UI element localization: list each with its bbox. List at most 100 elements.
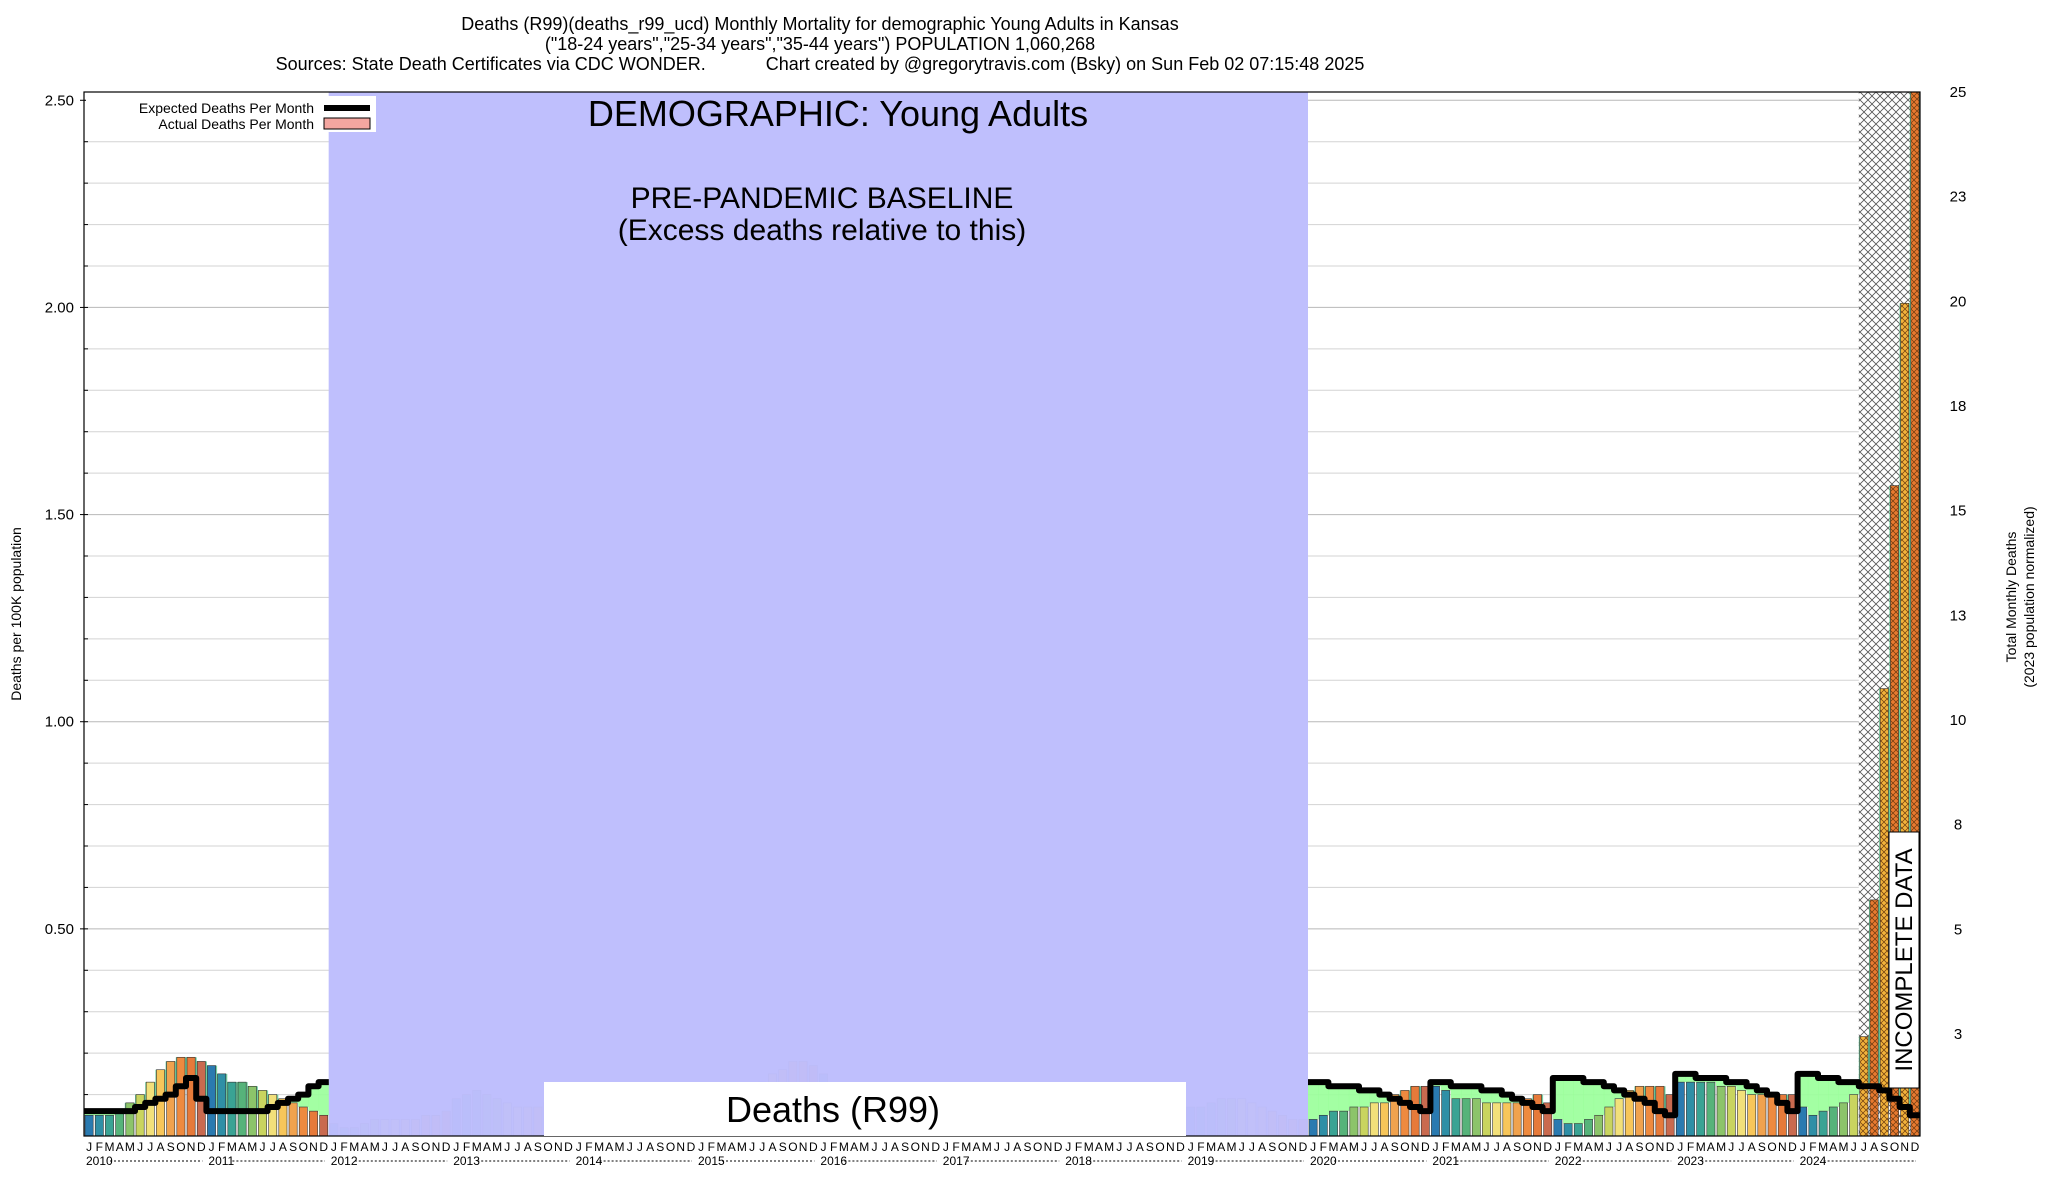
month-tick-label: A xyxy=(1380,1140,1388,1154)
month-tick-label: O xyxy=(1523,1140,1532,1154)
month-tick-label: D xyxy=(1666,1140,1675,1154)
month-tick-label: J xyxy=(1310,1140,1316,1154)
bar xyxy=(84,1114,94,1137)
month-tick-label: A xyxy=(1217,1140,1225,1154)
month-tick-label: J xyxy=(260,1140,266,1154)
month-tick-label: D xyxy=(1054,1140,1063,1154)
month-tick-label: N xyxy=(921,1140,930,1154)
bar xyxy=(298,1106,308,1137)
bar xyxy=(1380,1102,1389,1137)
month-tick-label: D xyxy=(1788,1140,1797,1154)
month-tick-label: M xyxy=(1084,1140,1094,1154)
month-tick-label: J xyxy=(1800,1140,1806,1154)
month-tick-label: A xyxy=(116,1140,124,1154)
month-tick-label: M xyxy=(1329,1140,1339,1154)
month-tick-label: F xyxy=(1687,1140,1694,1154)
bar xyxy=(1502,1102,1512,1137)
year-tick-label: 2013 xyxy=(453,1154,480,1168)
right-axis-subtitle: (2023 population normalized) xyxy=(2021,506,2037,687)
month-tick-label: A xyxy=(1013,1140,1021,1154)
month-tick-label: J xyxy=(453,1140,459,1154)
month-tick-label: M xyxy=(982,1140,992,1154)
right-tick-label: 8 xyxy=(1954,817,1962,834)
month-tick-label: A xyxy=(1707,1140,1715,1154)
month-tick-label: O xyxy=(543,1140,552,1154)
excess-area xyxy=(298,1094,309,1107)
cause-label-box: Deaths (R99) xyxy=(544,1082,1186,1136)
month-tick-label: M xyxy=(472,1140,482,1154)
month-tick-label: A xyxy=(156,1140,164,1154)
month-tick-label: O xyxy=(1278,1140,1287,1154)
month-tick-label: S xyxy=(1268,1140,1276,1154)
right-tick-label: 10 xyxy=(1950,712,1967,729)
month-tick-label: J xyxy=(1371,1140,1377,1154)
bar xyxy=(1604,1106,1614,1137)
bar xyxy=(135,1094,145,1137)
month-tick-label: J xyxy=(994,1140,1000,1154)
month-tick-label: O xyxy=(299,1140,308,1154)
bar xyxy=(1584,1119,1593,1137)
month-tick-label: J xyxy=(627,1140,633,1154)
right-axis-title: Total Monthly Deaths xyxy=(2003,532,2019,663)
month-tick-label: D xyxy=(1911,1140,1920,1154)
bar xyxy=(1492,1102,1502,1137)
month-tick-label: A xyxy=(483,1140,491,1154)
bar-hatch xyxy=(1900,303,1909,1136)
excess-area xyxy=(1338,1086,1350,1112)
month-tick-label: J xyxy=(270,1140,276,1154)
right-tick-label: 13 xyxy=(1950,607,1967,624)
legend-actual-swatch xyxy=(323,117,371,130)
excess-area xyxy=(1603,1086,1615,1107)
month-tick-label: M xyxy=(1349,1140,1359,1154)
bar xyxy=(1849,1094,1859,1137)
excess-area xyxy=(1501,1094,1513,1103)
month-tick-label: A xyxy=(1095,1140,1103,1154)
month-tick-label: D xyxy=(319,1140,328,1154)
month-tick-label: J xyxy=(1494,1140,1500,1154)
incomplete-data-text: INCOMPLETE DATA xyxy=(1891,848,1918,1071)
bar xyxy=(1726,1085,1736,1137)
month-tick-label: O xyxy=(911,1140,920,1154)
month-tick-label: S xyxy=(1513,1140,1521,1154)
y-tick-label: 2.50 xyxy=(45,92,74,109)
month-tick-label: J xyxy=(821,1140,827,1154)
month-tick-label: J xyxy=(1433,1140,1439,1154)
month-tick-label: A xyxy=(279,1140,287,1154)
excess-area xyxy=(1348,1086,1360,1107)
month-tick-label: D xyxy=(1543,1140,1552,1154)
year-tick-label: 2020 xyxy=(1310,1154,1337,1168)
year-tick-label: 2014 xyxy=(576,1154,603,1168)
year-tick-label: 2019 xyxy=(1188,1154,1215,1168)
month-tick-label: F xyxy=(218,1140,225,1154)
month-tick-label: J xyxy=(943,1140,949,1154)
excess-area xyxy=(1675,1073,1686,1083)
month-tick-label: A xyxy=(605,1140,613,1154)
excess-area xyxy=(1369,1090,1380,1103)
bar xyxy=(1359,1106,1369,1137)
month-tick-label: O xyxy=(666,1140,675,1154)
excess-area xyxy=(1481,1090,1493,1103)
excess-area xyxy=(1328,1086,1340,1112)
month-tick-label: J xyxy=(147,1140,153,1154)
excess-area xyxy=(1807,1073,1819,1116)
bar xyxy=(1594,1114,1604,1137)
month-tick-label: S xyxy=(901,1140,909,1154)
bar xyxy=(1369,1102,1379,1137)
month-tick-label: D xyxy=(931,1140,940,1154)
excess-area xyxy=(1563,1078,1574,1124)
bar xyxy=(1308,1119,1318,1137)
legend: Expected Deaths Per Month Actual Deaths … xyxy=(86,96,376,132)
month-tick-label: D xyxy=(687,1140,696,1154)
year-tick-label: 2011 xyxy=(208,1154,234,1168)
month-tick-label: M xyxy=(961,1140,971,1154)
excess-area xyxy=(1450,1086,1462,1099)
excess-area xyxy=(1736,1082,1748,1091)
year-tick-label: 2018 xyxy=(1065,1154,1092,1168)
month-tick-label: D xyxy=(1421,1140,1430,1154)
right-tick-label: 18 xyxy=(1950,398,1967,415)
bar xyxy=(1839,1102,1848,1137)
month-tick-label: J xyxy=(209,1140,215,1154)
month-tick-label: M xyxy=(247,1140,257,1154)
right-tick-label: 23 xyxy=(1950,189,1967,206)
month-tick-label: M xyxy=(717,1140,727,1154)
